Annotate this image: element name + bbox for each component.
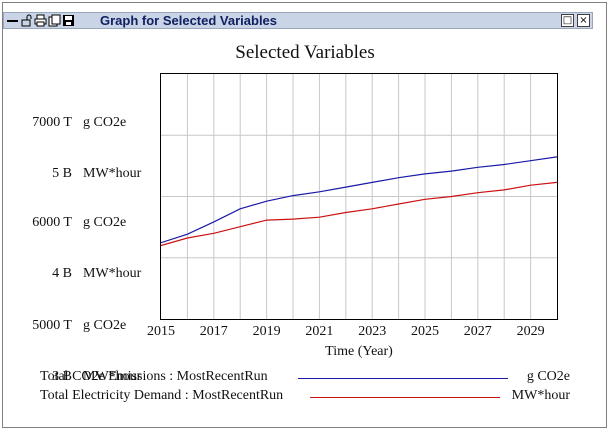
y-unit-label: MW*hour: [83, 266, 142, 281]
x-tick-label: 2019: [252, 324, 281, 339]
y-unit-label: g CO2e: [83, 215, 127, 230]
y-tick-label: 3 B: [52, 369, 72, 384]
y-tick-label: 5 B: [52, 166, 72, 181]
x-tick-label: 2027: [463, 324, 492, 339]
y-unit-label: g CO2e: [83, 115, 127, 130]
title-bar-tools: [6, 13, 75, 28]
legend-entry-electricity: Total Electricity Demand : MostRecentRun…: [40, 388, 570, 406]
x-tick-label: 2015: [147, 324, 175, 339]
close-button[interactable]: ×: [577, 14, 590, 27]
x-tick-label: 2025: [411, 324, 439, 339]
x-tick-label: 2023: [358, 324, 387, 339]
y-unit-label: MW*hour: [83, 166, 142, 181]
y-tick-label: 5000 T: [32, 318, 72, 333]
copy-icon[interactable]: [48, 14, 61, 27]
plot-svg: [161, 74, 557, 319]
plot-area: [160, 73, 558, 320]
legend-entry-emissions: Total CO2e Emissions : MostRecentRun g C…: [40, 369, 570, 387]
x-tick-label: 2021: [305, 324, 334, 339]
chart-title: Selected Variables: [235, 42, 375, 63]
y-tick-group-bottom: 5000 T g CO2e 3 B MW*hour: [16, 283, 141, 402]
legend-swatch-line: [298, 378, 508, 379]
legend-series-unit: MW*hour: [511, 388, 570, 403]
print-icon[interactable]: [34, 14, 47, 27]
lock-icon[interactable]: [20, 14, 33, 27]
x-tick-label: 2029: [516, 324, 545, 339]
x-tick-label: 2017: [199, 324, 228, 339]
legend-swatch-line: [310, 397, 500, 398]
minimize-bar-icon[interactable]: [6, 14, 19, 27]
y-tick-label: 7000 T: [32, 115, 72, 130]
title-bar[interactable]: Graph for Selected Variables □ ×: [3, 12, 593, 29]
y-tick-label: 4 B: [52, 266, 72, 281]
legend-series-unit: g CO2e: [526, 369, 570, 384]
restore-button[interactable]: □: [561, 14, 574, 27]
series-line-emissions: [161, 156, 557, 244]
y-unit-label: g CO2e: [83, 318, 127, 333]
window-title: Graph for Selected Variables: [100, 13, 278, 28]
y-tick-label: 6000 T: [32, 215, 72, 230]
legend-series-name: Total Electricity Demand : MostRecentRun: [40, 388, 284, 403]
x-axis-label: Time (Year): [325, 344, 393, 359]
y-unit-label: MW*hour: [83, 369, 142, 384]
save-icon[interactable]: [62, 14, 75, 27]
series-line-electricity: [161, 181, 557, 247]
y-tick-group-top: 7000 T g CO2e 5 B MW*hour: [16, 80, 141, 199]
y-tick-group-middle: 6000 T g CO2e 4 B MW*hour: [16, 180, 141, 299]
legend-series-name: Total CO2e Emissions : MostRecentRun: [40, 369, 268, 384]
